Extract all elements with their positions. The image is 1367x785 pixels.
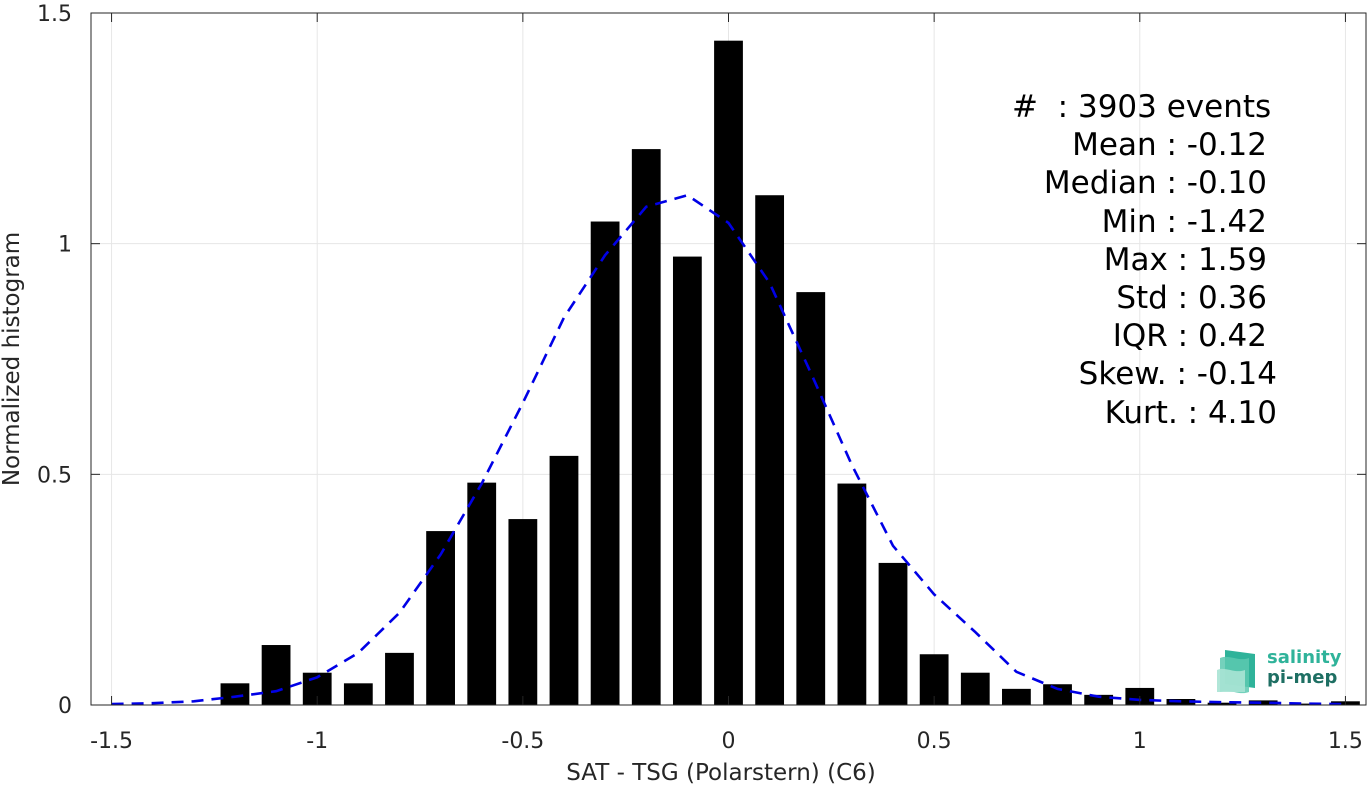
statistics-box: # : 3903 events Mean : -0.12 Median : -0… <box>1000 88 1285 432</box>
logo-line2: pi-mep <box>1267 667 1338 688</box>
stat-iqr: IQR : 0.42 <box>1112 318 1267 355</box>
histogram-bar <box>631 149 661 706</box>
x-tick-label: 0 <box>722 729 736 754</box>
stat-max: Max : 1.59 <box>1103 241 1267 278</box>
histogram-bar <box>508 519 538 705</box>
y-axis-label: Normalized histogram <box>0 232 25 486</box>
histogram-bar <box>1002 688 1031 705</box>
x-axis-label: SAT - TSG (Polarstern) (C6) <box>566 760 875 785</box>
stat-median: Median : -0.10 <box>1043 165 1267 202</box>
histogram-bar <box>1084 694 1114 705</box>
x-tick-label: 0.5 <box>917 729 952 754</box>
y-tick-label: 1.5 <box>37 2 72 27</box>
wave-logo-icon <box>1217 650 1255 694</box>
logo-line1: salinity <box>1267 647 1342 668</box>
histogram-bar <box>426 531 455 705</box>
histogram-bar <box>755 195 785 705</box>
stat-kurt: Kurt. : 4.10 <box>1104 394 1277 431</box>
stat-mean: Mean : -0.12 <box>1072 127 1267 164</box>
stat-skew: Skew. : -0.14 <box>1078 356 1277 393</box>
histogram-bar <box>1043 684 1072 705</box>
histogram-bar <box>960 672 990 705</box>
y-tick-label: 0.5 <box>37 463 72 488</box>
y-axis-ticks: 0 0.5 1 1.5 <box>37 2 1366 719</box>
histogram-bar <box>837 483 867 705</box>
x-tick-label: -1.5 <box>90 729 133 754</box>
histogram-bar <box>796 292 826 705</box>
histogram-bar <box>1248 700 1278 705</box>
histogram-bar <box>385 652 414 705</box>
histogram-bar <box>549 455 579 705</box>
histogram-bar <box>1207 702 1237 705</box>
y-tick-label: 1 <box>58 233 72 258</box>
x-tick-label: 1 <box>1133 729 1147 754</box>
histogram-bar <box>714 40 743 706</box>
stat-std: Std : 0.36 <box>1116 279 1267 316</box>
stat-events: # : 3903 events <box>1012 89 1272 125</box>
stat-min: Min : -1.42 <box>1101 203 1267 240</box>
histogram-bar <box>343 683 373 705</box>
histogram-bar <box>878 562 908 705</box>
histogram-bar <box>220 683 250 705</box>
histogram-bar <box>672 256 702 705</box>
histogram-bar <box>261 645 291 705</box>
histogram-bar <box>1289 703 1319 705</box>
logo-text: salinity pi-mep <box>1267 648 1342 688</box>
x-tick-label: -0.5 <box>501 729 544 754</box>
y-tick-label: 0 <box>58 694 72 719</box>
histogram-bars <box>220 40 1360 706</box>
salinity-pi-mep-logo: salinity pi-mep <box>1215 648 1345 696</box>
x-axis-ticks: -1.5 -1 -0.5 0 0.5 1 1.5 <box>90 13 1363 754</box>
x-tick-label: 1.5 <box>1328 729 1363 754</box>
x-tick-label: -1 <box>306 729 328 754</box>
histogram-bar <box>467 482 497 705</box>
histogram-bar <box>590 221 620 706</box>
